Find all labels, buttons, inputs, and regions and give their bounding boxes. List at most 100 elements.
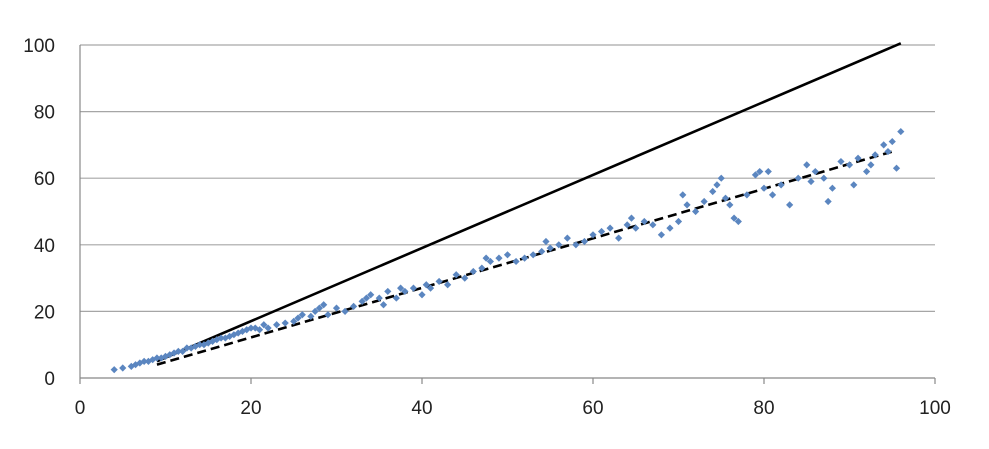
data-point [221,334,229,342]
data-point [884,147,892,156]
x-tick-label-60: 60 [582,398,603,419]
data-point [674,217,683,226]
data-point [341,307,349,315]
data-point [503,251,512,259]
data-point [375,294,383,302]
data-point [384,287,392,296]
data-point [811,167,819,176]
data-point [623,221,631,229]
axes [79,45,936,384]
data-point [845,161,854,169]
data-point [281,319,289,327]
data-point [888,137,896,146]
data-point [803,161,811,169]
data-point [422,281,430,289]
data-point [521,254,529,262]
data-point [786,201,794,209]
data-point [469,267,477,276]
x-tick-label-100: 100 [919,398,951,419]
y-tick-label-40: 40 [34,236,55,257]
data-point [529,251,537,259]
x-tick-label-0: 0 [75,398,86,419]
data-point [597,227,606,236]
data-point [679,191,687,199]
x-tick-label-40: 40 [411,398,432,419]
data-point [170,349,178,357]
data-point [760,184,768,192]
data-point [486,257,494,266]
data-point [555,241,563,249]
data-point [512,257,520,266]
data-point [161,352,170,360]
data-point [871,151,879,159]
data-point [632,224,640,232]
data-point [183,344,191,352]
data-point [397,284,405,292]
data-point [700,197,708,206]
y-tick-label-20: 20 [34,302,55,323]
data-point [255,326,264,334]
y-tick-label-100: 100 [23,36,55,57]
solid-reference-line [156,42,902,363]
data-point [606,224,614,232]
y-tick-label-0: 0 [44,369,55,390]
data-point [298,311,306,319]
data-point [743,191,751,199]
data-point [392,294,400,302]
data-point [401,287,409,296]
data-point [435,277,443,286]
data-point [324,311,332,319]
data-point [580,237,589,246]
y-axis-tick-labels: 0 20 40 60 80 100 [23,36,55,390]
data-point [807,177,815,186]
data-point [563,234,571,242]
data-point [320,301,328,309]
data-point [538,247,546,256]
gridlines [80,44,935,312]
data-point [657,231,665,239]
data-point [734,217,742,226]
data-point [649,221,657,229]
data-point [332,304,341,312]
data-point [234,329,242,337]
data-point [247,324,255,332]
data-point [546,244,554,252]
data-point [880,141,888,149]
data-point [892,164,901,172]
data-point [179,347,187,355]
x-tick-label-80: 80 [753,398,774,419]
data-point [196,341,204,349]
data-point [426,284,435,292]
data-point [837,157,845,166]
data-point [119,364,127,372]
data-point [358,297,366,306]
data-point [260,321,268,329]
data-point [478,264,486,272]
data-point [495,254,503,262]
data-point [153,354,161,362]
data-point [350,302,358,311]
data-point [294,314,302,322]
data-point [824,197,832,206]
y-tick-label-60: 60 [34,169,55,190]
data-point [444,281,452,289]
data-point [140,357,148,365]
data-point [713,181,721,189]
data-point [482,254,490,262]
data-point [251,324,259,332]
data-point [110,366,118,374]
data-point [768,191,777,199]
data-point [572,241,580,249]
data-point [726,201,734,209]
data-point [230,331,238,339]
data-point [174,347,182,355]
data-point [379,301,388,309]
data-point [243,326,251,334]
data-point [200,341,208,349]
scatter-points [110,127,905,374]
data-point [615,234,623,242]
data-point [751,171,760,179]
data-point [683,201,691,209]
data-point [144,357,152,365]
